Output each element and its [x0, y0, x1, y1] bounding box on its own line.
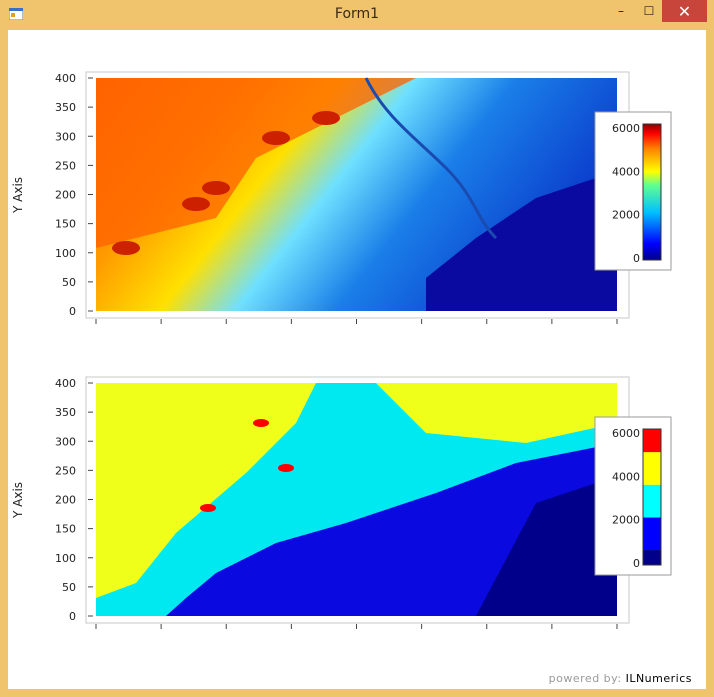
- y-axis-label: Y Axis: [11, 177, 25, 214]
- colorbar-tick-label: 0: [633, 252, 640, 265]
- elevation-surface: [96, 77, 617, 311]
- peak-mark: [182, 197, 210, 211]
- maximize-button[interactable]: ☐: [636, 0, 662, 22]
- y-tick-label: 250: [55, 159, 76, 172]
- colorbar-tick-label: 2000: [612, 514, 640, 527]
- level-band-yellow: [96, 383, 316, 598]
- heightmap-plot-continuous[interactable]: 0501001502002503003504000501001502002503…: [8, 30, 706, 330]
- peak-mark: [278, 464, 294, 472]
- y-tick-label: 0: [69, 305, 76, 318]
- peak-mark: [262, 131, 290, 145]
- y-tick-label: 350: [55, 406, 76, 419]
- peak-mark: [253, 419, 269, 427]
- close-icon: ✕: [677, 1, 692, 21]
- y-tick-label: 0: [69, 610, 76, 623]
- y-tick-label: 50: [62, 276, 76, 289]
- colorbar-tick-label: 6000: [612, 427, 640, 440]
- brand-name: ILNumerics: [625, 672, 692, 685]
- colorbar[interactable]: 6000 4000 2000 0: [594, 111, 672, 271]
- colorbar-tick-label: 6000: [612, 122, 640, 135]
- x-tick-label: 200: [346, 329, 367, 330]
- y-tick-label: 50: [62, 581, 76, 594]
- app-icon[interactable]: [9, 8, 23, 20]
- x-tick-label: 300: [476, 634, 497, 635]
- y-tick-label: 200: [55, 494, 76, 507]
- river-valley: [364, 77, 498, 240]
- colorbar-tick-label: 2000: [612, 209, 640, 222]
- y-tick-label: 250: [55, 464, 76, 477]
- colorbar-level: [643, 429, 661, 453]
- peak-mark: [312, 111, 340, 125]
- colorbar-tick-label: 4000: [612, 470, 640, 483]
- y-axis-label: Y Axis: [11, 482, 25, 519]
- colorbar-tick-label: 0: [633, 557, 640, 570]
- x-tick-label: 0: [93, 329, 100, 330]
- high-elevation-region: [96, 78, 416, 248]
- peak-mark: [200, 504, 216, 512]
- maximize-icon: ☐: [643, 4, 655, 18]
- colorbar[interactable]: 6000 4000 2000 0: [594, 416, 672, 576]
- level-band-yellow-2: [376, 383, 617, 443]
- y-tick-label: 400: [55, 377, 76, 390]
- level-band-navy: [476, 478, 617, 616]
- x-axis: 0 50 100 150 200 250 300 350 400: [93, 319, 628, 330]
- minimize-icon: –: [618, 4, 624, 18]
- window-title: Form1: [334, 6, 380, 22]
- powered-by-text: powered by:: [548, 672, 626, 685]
- x-tick-label: 150: [281, 634, 302, 635]
- x-tick-label: 400: [607, 634, 628, 635]
- y-tick-label: 350: [55, 101, 76, 114]
- colorbar-level: [643, 484, 661, 518]
- y-tick-label: 200: [55, 189, 76, 202]
- y-tick-label: 300: [55, 130, 76, 143]
- colorbar-border: [642, 428, 662, 566]
- x-tick-label: 50: [154, 634, 168, 635]
- x-tick-label: 100: [216, 634, 237, 635]
- y-tick-label: 400: [55, 72, 76, 85]
- x-tick-label: 0: [93, 634, 100, 635]
- x-tick-label: 350: [541, 634, 562, 635]
- x-tick-label: 200: [346, 634, 367, 635]
- title-bar[interactable]: Form1 – ☐ ✕: [0, 0, 714, 30]
- colorbar-gradient: [642, 123, 662, 261]
- colorbar-level: [643, 550, 661, 565]
- y-tick-label: 150: [55, 218, 76, 231]
- y-axis: 0 50 100 150 200 250 300 350 400: [55, 72, 93, 318]
- colorbar-tick-label: 4000: [612, 165, 640, 178]
- y-tick-label: 300: [55, 435, 76, 448]
- x-tick-label: 300: [476, 329, 497, 330]
- minimize-button[interactable]: –: [608, 0, 634, 22]
- close-button[interactable]: ✕: [662, 0, 707, 22]
- heightmap-plot-discrete[interactable]: 0501001502002503003504000501001502002503…: [8, 335, 706, 635]
- peak-mark: [202, 181, 230, 195]
- colorbar-level: [643, 452, 661, 485]
- colorbar-level: [643, 517, 661, 551]
- x-tick-label: 150: [281, 329, 302, 330]
- client-area: 0501001502002503003504000501001502002503…: [8, 30, 706, 689]
- x-tick-label: 100: [216, 329, 237, 330]
- low-elevation-region: [426, 173, 617, 311]
- y-tick-label: 100: [55, 552, 76, 565]
- x-tick-label: 250: [411, 329, 432, 330]
- x-tick-label: 50: [154, 329, 168, 330]
- y-tick-label: 150: [55, 523, 76, 536]
- peak-mark: [112, 241, 140, 255]
- y-tick-label: 100: [55, 247, 76, 260]
- x-tick-label: 250: [411, 634, 432, 635]
- x-tick-label: 400: [607, 329, 628, 330]
- elevation-surface: [96, 383, 617, 616]
- x-tick-label: 350: [541, 329, 562, 330]
- powered-by-label: powered by: ILNumerics: [549, 672, 692, 685]
- y-axis: 0 50 100 150 200 250 300 350 400: [55, 377, 93, 623]
- x-axis: 0 50 100 150 200 250 300 350 400: [93, 624, 628, 635]
